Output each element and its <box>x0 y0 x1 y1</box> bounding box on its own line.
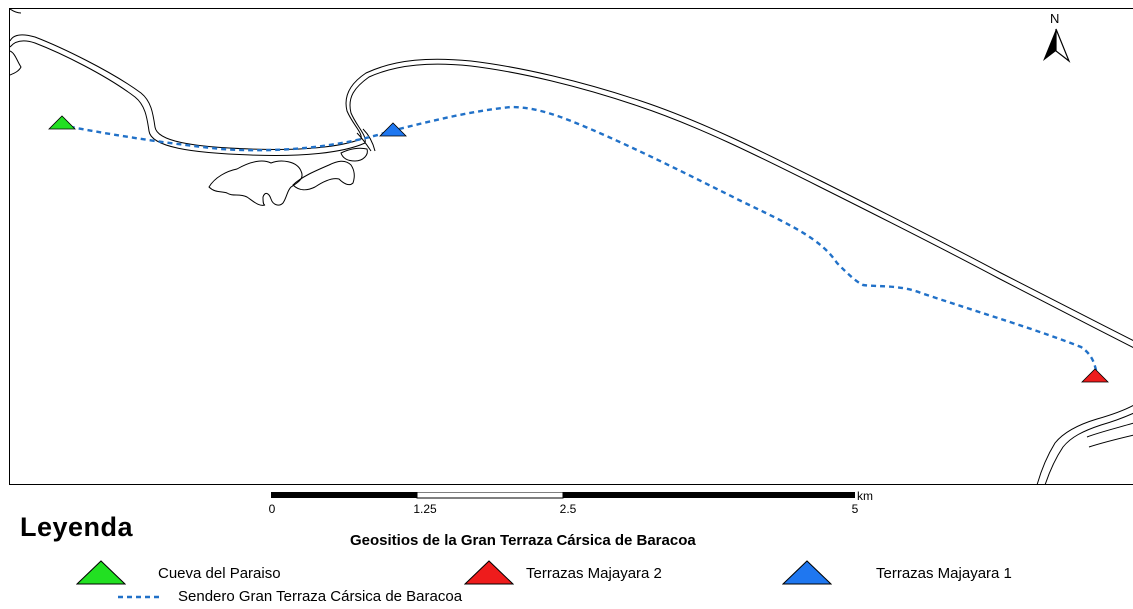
legend-item-sendero: Sendero Gran Terraza Cársica de Baracoa <box>118 588 462 605</box>
scale-tick-0: 0 <box>268 502 276 516</box>
map-canvas <box>10 9 1133 484</box>
scale-tick-2: 2.5 <box>559 502 577 516</box>
scale-bar: 0 1.25 2.5 5 km <box>268 489 891 530</box>
legend-item-terrazas-majayara-1: Terrazas Majayara 1 <box>782 560 1012 586</box>
scale-bar-graphic <box>271 492 855 499</box>
legend-triangle-green-icon <box>76 560 126 585</box>
north-label: N <box>1050 11 1060 26</box>
marker-terrazas-majayara-1[interactable] <box>379 122 407 137</box>
coastline-southeast-3 <box>1086 422 1133 448</box>
legend-triangle-blue-icon <box>782 560 832 585</box>
coastline-outer <box>10 34 1133 342</box>
lagoon-inlet <box>340 147 368 162</box>
scale-tick-3: 5 <box>851 502 859 516</box>
legend-item-cueva-del-paraiso: Cueva del Paraiso <box>76 560 281 586</box>
north-arrow-icon <box>1043 28 1071 63</box>
scale-tick-1: 1.25 <box>413 502 437 516</box>
coastline-inner <box>10 40 1133 349</box>
scale-unit: km <box>857 489 873 503</box>
legend-label: Terrazas Majayara 2 <box>526 564 662 582</box>
lagoon-outline-2 <box>292 160 355 191</box>
coastline-southeast-1 <box>1036 404 1133 484</box>
legend-title: Leyenda <box>20 512 134 542</box>
legend-subtitle: Geositios de la Gran Terraza Cársica de … <box>350 532 696 549</box>
legend-label: Cueva del Paraiso <box>158 564 281 582</box>
coastline-northwest <box>10 9 22 14</box>
lagoon-channel <box>356 128 376 152</box>
legend-label: Sendero Gran Terraza Cársica de Baracoa <box>178 588 463 605</box>
marker-terrazas-majayara-2[interactable] <box>1081 368 1109 383</box>
coastline-southeast-2 <box>1044 412 1133 484</box>
legend-dashed-line-icon <box>118 595 162 598</box>
coastline <box>10 9 1133 484</box>
coastline-west-bump <box>10 50 22 76</box>
marker-cueva-del-paraiso[interactable] <box>48 115 76 130</box>
north-arrow: N <box>1039 11 1073 63</box>
legend-label: Terrazas Majayara 1 <box>876 564 1012 582</box>
map-frame: N <box>9 8 1133 485</box>
legend-item-terrazas-majayara-2: Terrazas Majayara 2 <box>464 560 662 586</box>
lagoon-outline <box>208 160 303 206</box>
legend-triangle-red-icon <box>464 560 514 585</box>
